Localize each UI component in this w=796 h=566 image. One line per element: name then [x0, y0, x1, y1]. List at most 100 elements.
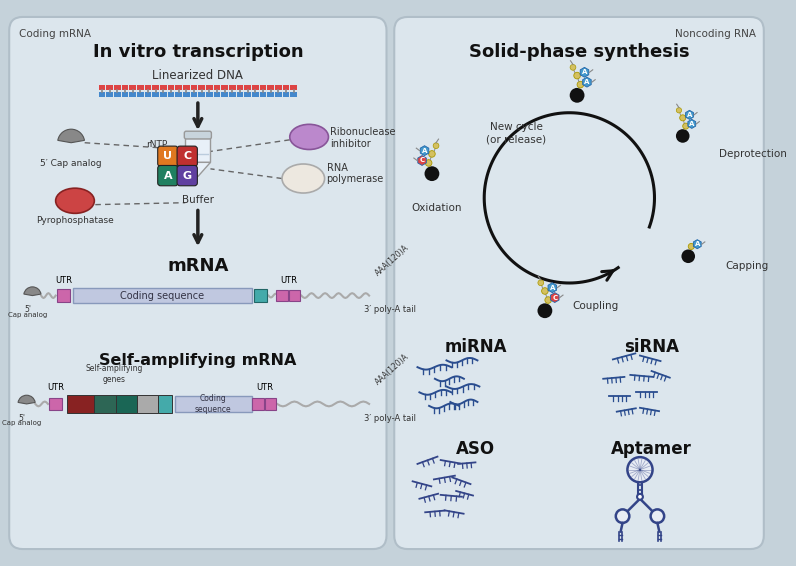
Bar	[289, 290, 300, 301]
Bar	[283, 92, 290, 97]
Bar	[291, 92, 297, 97]
Text: 3′ poly-A tail: 3′ poly-A tail	[365, 305, 416, 314]
Bar	[236, 92, 244, 97]
Circle shape	[424, 166, 439, 181]
Text: Buffer: Buffer	[181, 195, 214, 205]
Polygon shape	[580, 67, 589, 77]
Text: Cap analog: Cap analog	[2, 421, 41, 426]
Ellipse shape	[282, 164, 325, 193]
Bar	[283, 85, 290, 91]
Text: Solid-phase synthesis: Solid-phase synthesis	[469, 43, 689, 61]
Polygon shape	[551, 293, 559, 302]
Wedge shape	[24, 287, 41, 295]
Bar	[152, 92, 159, 97]
Text: 5': 5'	[24, 305, 31, 314]
Bar	[264, 398, 276, 410]
Text: AAA(120)A: AAA(120)A	[374, 243, 411, 278]
Bar	[115, 395, 137, 413]
Bar	[137, 85, 144, 91]
Circle shape	[676, 129, 689, 143]
Bar	[185, 138, 210, 162]
Bar	[276, 290, 288, 301]
Text: AAA(120)A: AAA(120)A	[374, 352, 411, 387]
Bar	[259, 92, 267, 97]
Text: Oxidation: Oxidation	[412, 203, 462, 213]
Bar	[255, 289, 267, 302]
Circle shape	[570, 88, 584, 102]
Bar	[267, 92, 274, 97]
Text: C: C	[419, 157, 424, 164]
Bar	[122, 92, 128, 97]
Text: A: A	[549, 285, 555, 291]
Bar	[137, 92, 144, 97]
Circle shape	[574, 72, 580, 79]
Ellipse shape	[56, 188, 95, 213]
Circle shape	[689, 243, 694, 250]
FancyBboxPatch shape	[177, 146, 197, 166]
FancyBboxPatch shape	[185, 131, 212, 139]
FancyBboxPatch shape	[177, 165, 197, 186]
FancyBboxPatch shape	[158, 165, 178, 186]
Text: C: C	[183, 151, 191, 161]
Bar	[191, 92, 197, 97]
Text: Self-amplifying
genes: Self-amplifying genes	[85, 364, 142, 384]
Circle shape	[433, 143, 439, 149]
Polygon shape	[185, 162, 210, 177]
Bar	[198, 85, 205, 91]
Bar	[99, 85, 105, 91]
Bar	[130, 85, 136, 91]
Polygon shape	[685, 110, 693, 119]
Bar	[174, 396, 252, 411]
Text: C: C	[552, 294, 557, 301]
Bar	[221, 85, 228, 91]
Text: A: A	[163, 170, 172, 181]
Bar	[229, 92, 236, 97]
Text: Noncoding RNA: Noncoding RNA	[675, 28, 756, 38]
Text: UTR: UTR	[55, 276, 72, 285]
Polygon shape	[420, 145, 429, 156]
Text: A: A	[695, 241, 700, 247]
Wedge shape	[18, 395, 35, 404]
Polygon shape	[583, 77, 591, 87]
Text: A: A	[584, 79, 590, 85]
Bar	[57, 289, 70, 302]
Text: A: A	[687, 112, 693, 118]
Bar	[114, 85, 121, 91]
FancyBboxPatch shape	[10, 17, 387, 549]
Bar	[275, 92, 282, 97]
Wedge shape	[58, 129, 84, 143]
Text: Ribonuclease
inhibitor: Ribonuclease inhibitor	[330, 127, 396, 149]
Text: In vitro transcription: In vitro transcription	[92, 43, 303, 61]
Bar	[137, 395, 158, 413]
Bar	[145, 92, 151, 97]
Bar	[145, 85, 151, 91]
Circle shape	[681, 250, 695, 263]
Text: Self-amplifying mRNA: Self-amplifying mRNA	[100, 353, 297, 368]
Text: Capping: Capping	[725, 261, 768, 271]
Text: Pyrophosphatase: Pyrophosphatase	[36, 216, 114, 225]
Circle shape	[637, 494, 643, 500]
Bar	[275, 85, 282, 91]
Bar	[107, 85, 113, 91]
Circle shape	[627, 457, 653, 482]
Bar	[244, 85, 251, 91]
Polygon shape	[548, 283, 556, 293]
Bar	[198, 92, 205, 97]
Text: Coding sequence: Coding sequence	[120, 290, 205, 301]
Bar	[213, 85, 220, 91]
Bar	[221, 92, 228, 97]
Bar	[168, 92, 174, 97]
Polygon shape	[418, 156, 427, 165]
Text: Coupling: Coupling	[572, 301, 618, 311]
Bar	[175, 85, 182, 91]
Text: 5': 5'	[18, 414, 25, 423]
Polygon shape	[688, 119, 696, 128]
Bar	[183, 92, 189, 97]
Bar	[229, 85, 236, 91]
Bar	[49, 398, 62, 410]
Circle shape	[425, 160, 432, 166]
Bar	[252, 85, 259, 91]
Text: UTR: UTR	[280, 276, 297, 285]
Text: rNTP: rNTP	[146, 140, 167, 148]
Text: A: A	[422, 148, 427, 153]
